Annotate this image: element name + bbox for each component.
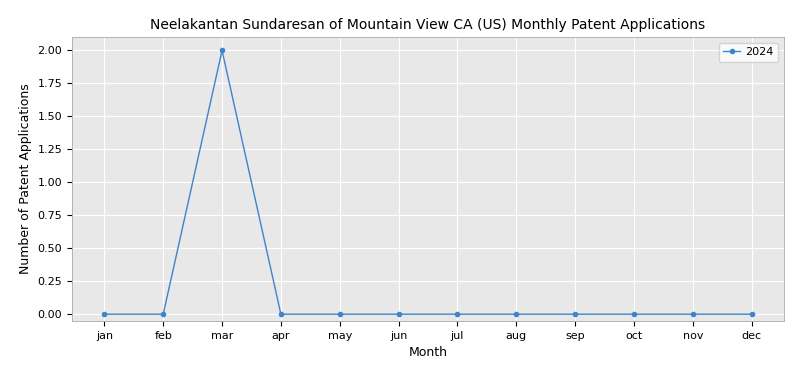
- 2024: [453, 312, 462, 316]
- 2024: [394, 312, 403, 316]
- Title: Neelakantan Sundaresan of Mountain View CA (US) Monthly Patent Applications: Neelakantan Sundaresan of Mountain View …: [150, 18, 706, 32]
- Line: 2024: 2024: [102, 48, 754, 316]
- 2024: [570, 312, 580, 316]
- 2024: [629, 312, 638, 316]
- 2024: [688, 312, 698, 316]
- X-axis label: Month: Month: [409, 346, 447, 359]
- 2024: [218, 48, 227, 53]
- 2024: [511, 312, 521, 316]
- 2024: [99, 312, 109, 316]
- 2024: [276, 312, 286, 316]
- Legend: 2024: 2024: [719, 43, 778, 62]
- 2024: [158, 312, 168, 316]
- Y-axis label: Number of Patent Applications: Number of Patent Applications: [19, 84, 32, 275]
- 2024: [747, 312, 757, 316]
- 2024: [335, 312, 345, 316]
